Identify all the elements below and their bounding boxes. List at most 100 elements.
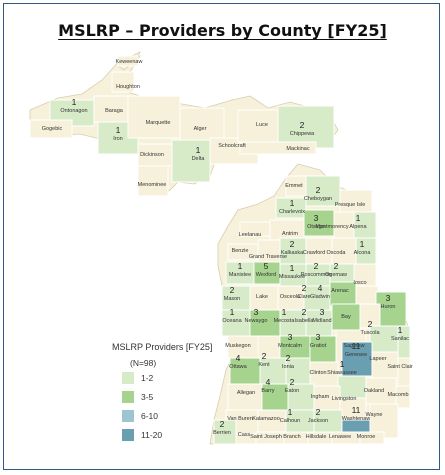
county-label-mecosta: Mecosta: [274, 318, 296, 324]
county-label-baraga: Baraga: [105, 108, 124, 114]
county-count-missaukee: 1: [290, 263, 295, 273]
county-cheboygan: [305, 175, 341, 207]
county-presque-isle: [339, 189, 373, 213]
county-label-saint-joseph: Saint Joseph: [250, 434, 282, 440]
county-label-huron: Huron: [381, 304, 396, 310]
county-label-marquette: Marquette: [146, 120, 171, 126]
county-label-shiawassee: Shiawassee: [327, 370, 357, 376]
county-count-tuscola: 2: [368, 319, 373, 329]
county-label-leelanau: Leelanau: [239, 232, 262, 238]
county-label-alger: Alger: [194, 126, 207, 132]
county-label-osceola: Osceola: [280, 294, 301, 300]
county-calhoun: [285, 409, 315, 435]
county-layer: [29, 55, 411, 445]
county-gladwin: [329, 281, 357, 307]
county-label-van-buren: Van Buren: [227, 416, 253, 422]
county-clinton: [309, 361, 339, 387]
county-count-huron: 3: [386, 293, 391, 303]
county-label-oakland: Oakland: [364, 388, 385, 394]
county-label-saint-clair: Saint Clair: [387, 364, 413, 370]
county-label-clare: Clare: [297, 294, 310, 300]
county-label-lake: Lake: [256, 294, 268, 300]
county-label-isabella: Isabella: [295, 318, 315, 324]
county-label-cass: Cass: [238, 432, 251, 438]
county-count-calhoun: 1: [288, 407, 293, 417]
county-label-clinton: Clinton: [309, 370, 326, 376]
county-label-antrim: Antrim: [282, 231, 298, 237]
county-label-montcalm: Montcalm: [278, 343, 302, 349]
legend-swatch: [122, 390, 134, 403]
county-monroe: [359, 431, 385, 445]
county-count-isabella: 2: [302, 307, 307, 317]
county-label-grand-traverse: Grand Traverse: [249, 254, 287, 260]
county-ingham: [313, 385, 341, 413]
county-label-jackson: Jackson: [308, 418, 328, 424]
legend-label: 6-10: [141, 410, 159, 421]
county-count-gladwin: 4: [318, 283, 323, 293]
county-label-mackinac: Mackinac: [286, 146, 309, 152]
county-label-iosco: Iosco: [353, 280, 366, 286]
county-arenac: [355, 285, 379, 305]
county-label-tuscola: Tuscola: [360, 330, 380, 336]
county-label-ionia: Ionia: [282, 364, 295, 370]
county-label-lenawee: Lenawee: [329, 434, 351, 440]
county-label-macomb: Macomb: [387, 392, 408, 398]
county-macomb: [395, 385, 411, 409]
county-label-gladwin: Gladwin: [310, 294, 330, 300]
county-label-roscommon: Roscommon: [301, 272, 332, 278]
county-alger: [179, 107, 225, 141]
county-label-luce: Luce: [256, 122, 268, 128]
county-kent: [259, 357, 287, 385]
county-gratiot: [309, 335, 337, 363]
county-label-gogebic: Gogebic: [42, 126, 63, 132]
legend-sample-size: (N=98): [130, 358, 157, 368]
county-label-newaygo: Newaygo: [245, 318, 268, 324]
county-label-berrien: Berrien: [213, 430, 231, 436]
county-count-alpena: 1: [356, 213, 361, 223]
county-label-lapeer: Lapeer: [369, 356, 386, 362]
legend-label: 3-5: [141, 391, 154, 402]
county-count-wexford: 5: [264, 261, 269, 271]
legend-label: 1-2: [141, 372, 154, 383]
county-crawford: [305, 237, 333, 265]
county-label-crawford: Crawford: [303, 250, 325, 256]
county-label-kalkaska: Kalkaska: [281, 250, 304, 256]
county-midland: [331, 303, 361, 331]
county-label-allegan: Allegan: [237, 390, 255, 396]
county-count-kent: 2: [262, 351, 267, 361]
county-mecosta: [279, 309, 307, 337]
county-label-barry: Barry: [261, 388, 274, 394]
county-count-roscommon: 2: [314, 261, 319, 271]
county-label-mason: Mason: [224, 296, 241, 302]
county-berrien: [213, 419, 237, 445]
county-count-sanilac: 1: [398, 325, 403, 335]
county-label-alcona: Alcona: [354, 250, 372, 256]
county-label-saginaw: Saginaw: [343, 343, 364, 349]
county-count-iron: 1: [116, 125, 121, 135]
county-chippewa: [277, 105, 335, 149]
county-newaygo: [249, 309, 281, 337]
county-label-emmet: Emmet: [285, 183, 303, 189]
county-count-delta: 1: [196, 145, 201, 155]
county-count-gratiot: 3: [316, 332, 321, 342]
legend-title: MSLRP Providers [FY25]: [112, 342, 213, 352]
county-count-cheboygan: 2: [316, 185, 321, 195]
county-baraga: [93, 95, 129, 123]
county-count-washtenaw: 11: [352, 405, 361, 415]
map-title: MSLRP – Providers by County [FY25]: [58, 21, 387, 40]
county-label-kent: Kent: [258, 362, 270, 368]
county-label-cheboygan: Cheboygan: [304, 196, 332, 202]
county-label-delta: Delta: [192, 156, 206, 162]
county-count-otsego: 3: [314, 213, 319, 223]
county-label-genesee: Genesee: [345, 352, 367, 358]
county-count-kalkaska: 2: [290, 239, 295, 249]
legend-swatch: [122, 428, 134, 441]
county-label-chippewa: Chippewa: [290, 131, 315, 137]
county-keweenaw: [117, 55, 139, 67]
county-count-midland: 3: [320, 307, 325, 317]
county-label-manistee: Manistee: [229, 272, 251, 278]
legend-swatch: [122, 409, 134, 422]
county-label-gratiot: Gratiot: [310, 343, 327, 349]
county-count-newaygo: 3: [254, 307, 259, 317]
